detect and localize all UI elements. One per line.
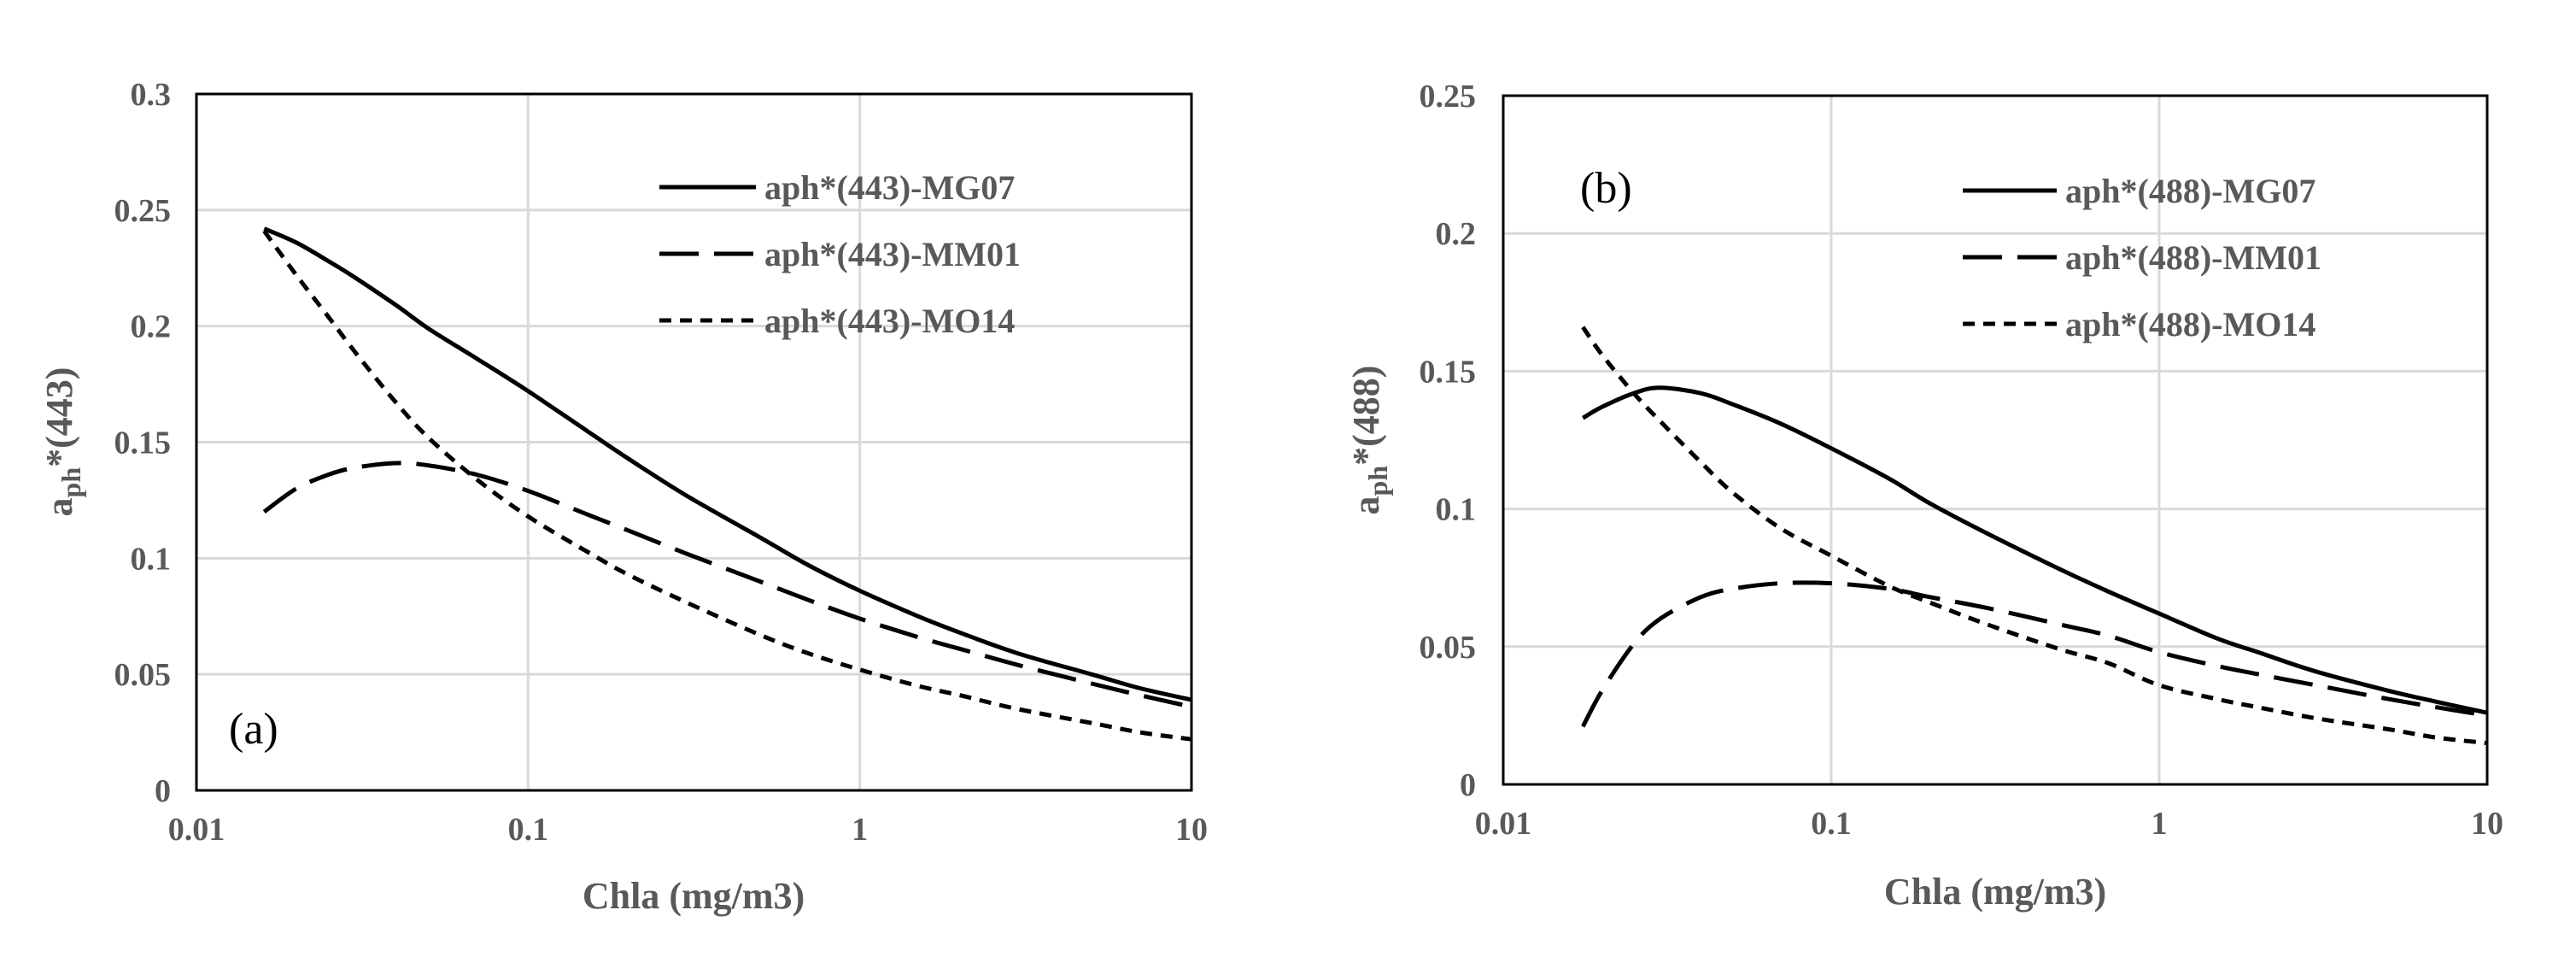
- series-line-long: [262, 461, 1192, 709]
- y-tick-label: 0.2: [1436, 216, 1477, 252]
- panel-label: (a): [229, 705, 278, 754]
- series-line-long: [1581, 580, 2488, 728]
- y-axis-title: aph*(488): [1345, 366, 1393, 515]
- legend-label: aph*(488)-MO14: [2065, 305, 2315, 343]
- grid-lines: [196, 94, 1191, 790]
- series-line-short: [1581, 326, 2488, 746]
- x-tick-label: 10: [2471, 806, 2503, 842]
- x-axis-title: Chla (mg/m3): [1884, 871, 2106, 913]
- legend-label: aph*(443)-MG07: [764, 168, 1015, 207]
- series-lines: [262, 226, 1192, 742]
- series-line-short: [262, 229, 1192, 742]
- panel-label: (b): [1580, 164, 1632, 213]
- y-axis-title: aph*(443): [38, 367, 86, 517]
- y-tick-label: 0.15: [1420, 354, 1477, 390]
- x-tick-label: 1: [2152, 806, 2168, 842]
- y-tick-label: 0: [1460, 767, 1476, 803]
- y-tick-label: 0.05: [1420, 630, 1477, 666]
- legend: aph*(443)-MG07 aph*(443)-MM01 aph*(443)-MO…: [659, 168, 1021, 340]
- plot-area-frame: [1502, 94, 2489, 786]
- y-tick-label: 0.1: [1436, 492, 1477, 528]
- x-tick-labels: 0.01 0.1 1 10: [168, 812, 1208, 848]
- y-tick-label: 0.1: [131, 541, 172, 577]
- x-tick-label: 1: [852, 812, 868, 848]
- x-axis-title: Chla (mg/m3): [583, 875, 805, 917]
- x-tick-labels: 0.01 0.1 1 10: [1475, 806, 2503, 842]
- series-line-solid: [263, 226, 1192, 702]
- legend-label: aph*(488)-MG07: [2065, 172, 2315, 210]
- plot-area-frame: [195, 92, 1193, 792]
- y-tick-label: 0.05: [114, 657, 172, 693]
- y-tick-label: 0.3: [131, 77, 172, 113]
- series-lines: [1581, 326, 2488, 746]
- legend-label: aph*(443)-MO14: [764, 302, 1015, 340]
- x-tick-label: 10: [1175, 812, 1208, 848]
- y-tick-label: 0: [155, 773, 171, 809]
- y-tick-label: 0.25: [114, 193, 172, 229]
- legend-label: aph*(443)-MM01: [764, 235, 1021, 273]
- x-tick-label: 0.1: [1811, 806, 1852, 842]
- y-tick-label: 0.15: [114, 426, 172, 461]
- legend: aph*(488)-MG07 aph*(488)-MM01 aph*(488)-MO…: [1963, 172, 2321, 343]
- grid-lines: [1503, 96, 2487, 784]
- y-tick-label: 0.2: [131, 309, 172, 345]
- y-tick-labels: 0 0.05 0.1 0.15 0.2 0.25 0.3: [114, 77, 172, 809]
- x-tick-label: 0.01: [168, 812, 225, 848]
- x-tick-label: 0.01: [1475, 806, 1532, 842]
- x-tick-label: 0.1: [508, 812, 549, 848]
- y-tick-label: 0.25: [1420, 79, 1477, 114]
- y-tick-labels: 0 0.05 0.1 0.15 0.2 0.25: [1420, 79, 1477, 803]
- series-line-solid: [1582, 385, 2488, 715]
- chart-panel-b: 0 0.05 0.1 0.15 0.2 0.25 0.01 0.1 1 10 Chla (mg/…: [1345, 79, 2503, 913]
- legend-label: aph*(488)-MM01: [2065, 238, 2321, 277]
- chart-panel-a: 0 0.05 0.1 0.15 0.2 0.25 0.3 0.01 0.1 1 10 Chla (…: [38, 77, 1208, 917]
